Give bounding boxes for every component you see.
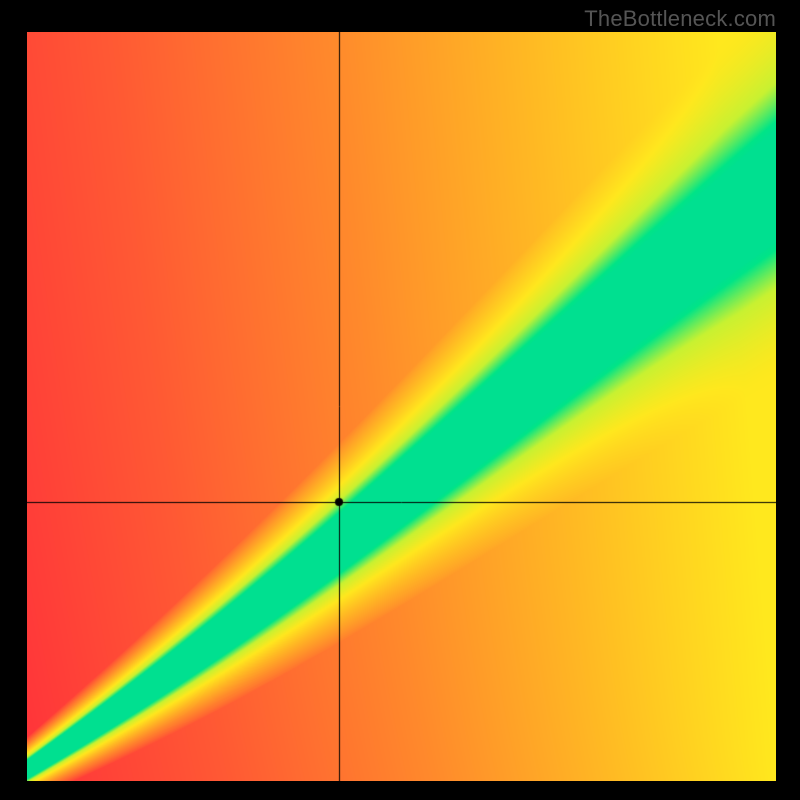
bottleneck-heatmap	[27, 32, 776, 781]
watermark-label: TheBottleneck.com	[584, 6, 776, 32]
